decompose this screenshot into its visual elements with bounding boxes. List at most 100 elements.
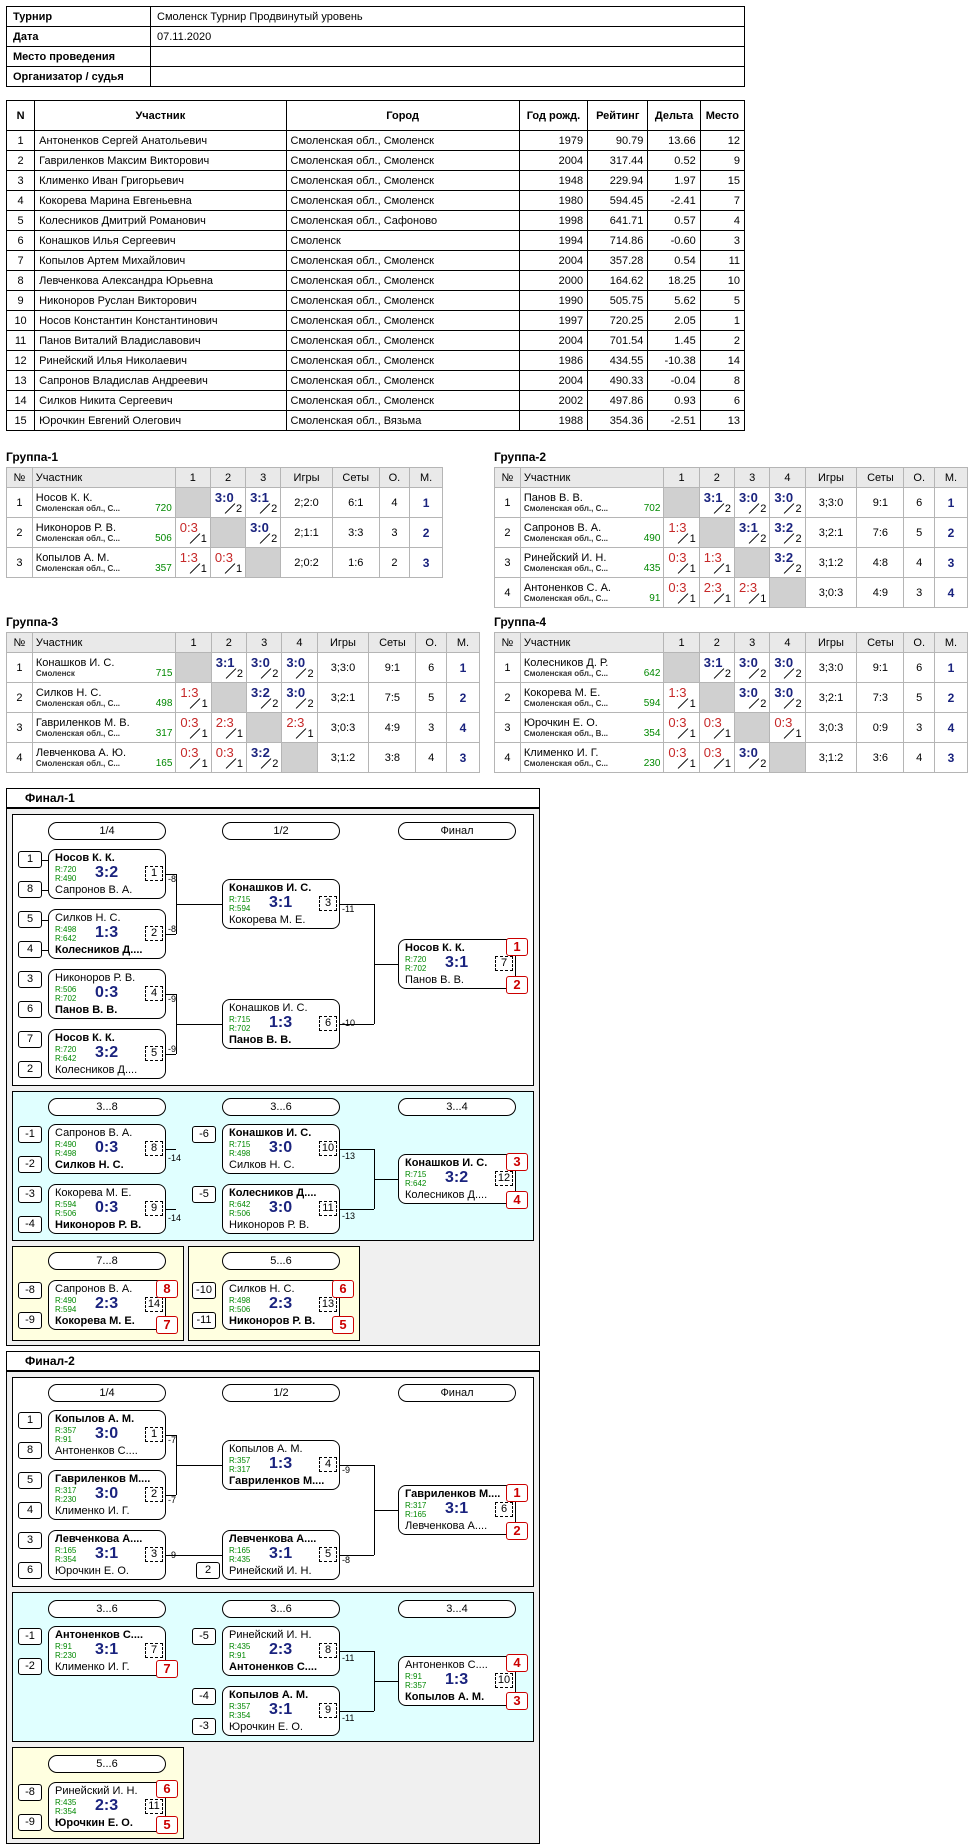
group-result-cell: 3:0 2 <box>769 682 806 713</box>
result-points: 2 <box>760 758 767 770</box>
participant-cell: Гавриленков Максим Викторович <box>34 150 287 171</box>
group-points: 4 <box>415 742 448 773</box>
match-rating-1: R:506 <box>55 985 77 994</box>
result-score: 0:3 <box>214 550 233 565</box>
group-points: 3 <box>378 517 411 548</box>
group-result-cell: 0:3 1 <box>210 742 248 773</box>
seed-box: -2 <box>18 1658 42 1675</box>
group-place: 2 <box>934 682 968 713</box>
match-box: Колесников Д.... R:642 R:506 3:0 Никоноров Р… <box>222 1184 340 1234</box>
info-value: Смоленск Турнир Продвинутый уровень <box>150 6 745 27</box>
group-diagonal-cell <box>210 682 248 713</box>
participant-cell: 1.45 <box>647 330 701 351</box>
group-3-title: Группа-3 <box>6 615 59 629</box>
player-city: Смоленская обл., С... <box>35 729 121 738</box>
round-header: 1/2 <box>222 822 340 840</box>
match-box: Левченкова А.... R:165 R:354 3:1 Юрочкин Е. … <box>48 1530 166 1580</box>
player-name: Кокорева М. Е. <box>523 687 601 699</box>
result-score: 3:0 <box>774 490 794 505</box>
group-result-cell: 3:0 2 <box>734 487 771 518</box>
participant-cell: 3 <box>5 170 36 191</box>
group-row: 2 Кокорева М. Е. Смоленская обл., С... 594 1… <box>494 682 968 713</box>
loser-link-label: -13 <box>342 1211 356 1221</box>
group-row-n: 3 <box>494 712 521 743</box>
result-score: 3:2 <box>774 520 794 535</box>
group-result-cell: 3:1 2 <box>245 487 282 518</box>
result-points: 2 <box>795 668 802 680</box>
group-result-cell: 2:3 1 <box>734 577 771 608</box>
group-col-opponent: 3 <box>246 632 283 653</box>
match-number: 9 <box>145 1201 163 1216</box>
result-points: 2 <box>760 668 767 680</box>
player-name: Конашков И. С. <box>35 657 115 669</box>
connector-line <box>42 860 48 861</box>
match-number: 7 <box>145 1643 163 1658</box>
match-rating-2: R:317 <box>229 1465 251 1474</box>
participant-row: 1 Антоненков Сергей Анатольевич Смоленская… <box>5 130 746 151</box>
participant-cell: 2004 <box>518 370 589 391</box>
connector-line <box>374 1681 398 1682</box>
seed-box: -1 <box>18 1126 42 1143</box>
group-row: 4 Клименко И. Г. Смоленская обл., С... 230 0… <box>494 742 968 773</box>
participant-cell: 13 <box>699 410 746 431</box>
participant-cell: Смоленская обл., Смоленск <box>285 190 520 211</box>
result-score: 3:0 <box>214 490 234 505</box>
participant-row: 7 Копылов Артем Михайлович Смоленская обл.… <box>5 250 746 271</box>
match-rating-1: R:715 <box>405 1170 427 1179</box>
group-col-points: О. <box>903 467 936 488</box>
seed-box: -4 <box>192 1688 216 1705</box>
match-player-2: Клименко И. Г. <box>55 1661 130 1673</box>
group-header-row: № Участник 1 2 3 4 Игры Сеты О. М. <box>6 632 480 653</box>
participant-cell: 164.62 <box>587 270 649 291</box>
group-player-cell: Никоноров Р. В. Смоленская обл., С... 506 <box>31 517 176 548</box>
result-points: 1 <box>236 728 244 740</box>
match-player-2: Антоненков С.... <box>55 1445 138 1457</box>
seed-box: 4 <box>18 1502 42 1519</box>
group-sets: 9:1 <box>856 487 905 518</box>
info-key: Дата <box>6 26 151 47</box>
participant-cell: Клименко Иван Григорьевич <box>34 170 287 191</box>
group-row-n: 1 <box>6 487 33 518</box>
participant-cell: -0.60 <box>647 230 701 251</box>
match-number: 3 <box>145 1547 163 1562</box>
match-player-1: Конашков И. С. <box>229 1002 308 1014</box>
player-city: Смоленская обл., С... <box>523 594 609 603</box>
result-points: 2 <box>760 533 767 545</box>
match-player-1: Копылов А. М. <box>55 1413 135 1425</box>
connector-line <box>166 1209 176 1210</box>
group-diagonal-cell <box>698 682 736 713</box>
participant-cell: Колесников Дмитрий Романович <box>34 210 287 231</box>
match-number: 8 <box>319 1643 337 1658</box>
match-player-2: Юрочкин Е. О. <box>229 1721 303 1733</box>
group-games: 2;2:0 <box>280 487 333 518</box>
match-player-2: Антоненков С.... <box>229 1661 318 1673</box>
match-player-2: Колесников Д.... <box>55 1064 138 1076</box>
match-rating-1: R:165 <box>229 1546 251 1555</box>
match-player-1: Левченкова А.... <box>229 1533 317 1545</box>
group-place: 4 <box>446 712 480 743</box>
group-place: 2 <box>409 517 443 548</box>
round-header: 1/4 <box>48 822 166 840</box>
match-player-1: Носов К. К. <box>55 1032 115 1044</box>
seed-box: -2 <box>18 1156 42 1173</box>
seed-box: -6 <box>192 1126 216 1143</box>
group-col-opponent: 1 <box>663 467 700 488</box>
match-number: 11 <box>319 1201 337 1216</box>
place-box: 7 <box>156 1660 178 1678</box>
participant-cell: 317.44 <box>587 150 649 171</box>
match-box: Конашков И. С. R:715 R:702 1:3 Панов В. В. 6 <box>222 999 340 1049</box>
match-player-2: Панов В. В. <box>55 1004 118 1016</box>
match-box: Ринейский И. Н. R:435 R:91 2:3 Антоненков С.… <box>222 1626 340 1676</box>
participant-cell: Смоленская обл., Смоленск <box>285 130 520 151</box>
match-player-2: Юрочкин Е. О. <box>55 1565 129 1577</box>
loser-link-label: -7 <box>168 1495 177 1505</box>
group-col-games: Игры <box>804 632 858 653</box>
group-points: 4 <box>903 547 936 578</box>
group-row: 4 Антоненков С. А. Смоленская обл., С... 91… <box>494 577 968 608</box>
match-player-2: Колесников Д.... <box>55 944 143 956</box>
connector-line <box>176 1024 222 1025</box>
group-place: 4 <box>934 577 968 608</box>
participant-cell: Левченкова Александра Юрьевна <box>34 270 287 291</box>
group-col-place: М. <box>446 632 480 653</box>
group-diagonal-cell <box>175 652 212 683</box>
